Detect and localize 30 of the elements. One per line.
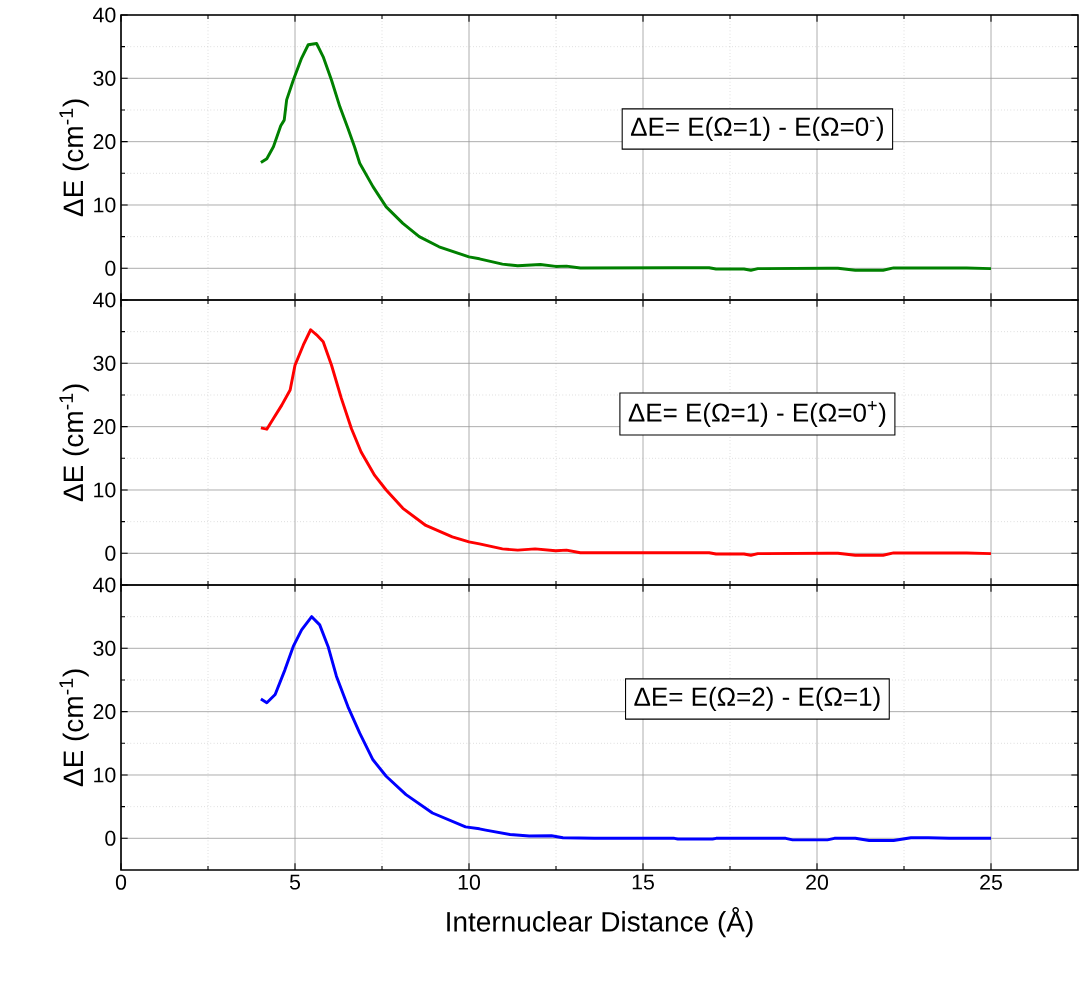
y-tick-label: 0: [105, 545, 116, 561]
y-axis-title: ΔE (cm$^{-1}$): [59, 384, 89, 502]
y-tick-label: 40: [93, 292, 116, 308]
y-tick-label: 20: [93, 419, 116, 435]
y-tick-label: 0: [105, 830, 116, 846]
x-axis-title: Internuclear Distance (Å): [447, 906, 753, 938]
x-tick-label: 0: [115, 874, 127, 890]
x-tick-label: 25: [980, 874, 1002, 890]
y-tick-label: 10: [94, 197, 116, 213]
x-tick-label: 5: [289, 874, 301, 890]
line-series: [259, 615, 993, 842]
y-tick-label: 30: [93, 70, 116, 86]
y-tick-label: 30: [93, 640, 116, 656]
line-series: [259, 42, 993, 272]
x-tick-label: 20: [806, 874, 829, 890]
annotation: ΔE= E(Ω=1) - E(Ω=0$^{-}$): [630, 116, 883, 142]
y-tick-label: 40: [93, 7, 116, 23]
y-tick-label: 40: [93, 577, 116, 593]
x-tick-label: 15: [632, 874, 654, 890]
y-tick-label: 20: [93, 704, 116, 720]
y-axis-title: ΔE (cm$^{-1}$): [59, 669, 89, 787]
y-tick-label: 20: [93, 134, 116, 150]
y-tick-label: 10: [94, 482, 116, 498]
y-axis-title: ΔE (cm$^{-1}$): [59, 99, 89, 217]
y-tick-label: 10: [94, 767, 116, 783]
annotation: ΔE= E(Ω=2) - E(Ω=1): [634, 686, 880, 712]
annotation: ΔE= E(Ω=1) - E(Ω=0$^{+}$): [628, 401, 886, 427]
y-tick-label: 0: [105, 260, 116, 276]
y-tick-label: 30: [93, 355, 116, 371]
x-tick-label: 10: [458, 874, 481, 890]
